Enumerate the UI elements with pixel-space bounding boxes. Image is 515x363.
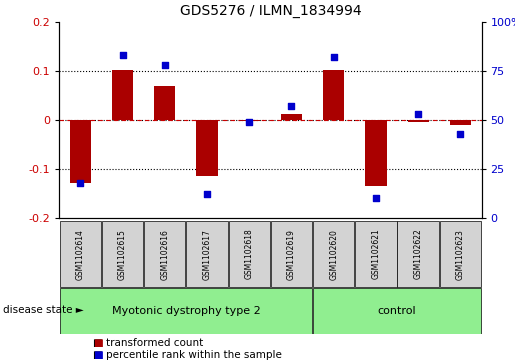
Bar: [355, 221, 397, 287]
Text: ■: ■: [93, 350, 102, 360]
Bar: [186, 221, 228, 287]
Text: GSM1102618: GSM1102618: [245, 229, 254, 280]
Point: [287, 103, 296, 109]
Point: [456, 131, 465, 136]
Bar: [271, 221, 312, 287]
Bar: [154, 86, 175, 120]
Bar: [440, 221, 481, 287]
Point: [330, 54, 338, 60]
Point: [372, 195, 380, 201]
Text: ■: ■: [93, 338, 102, 348]
Bar: [238, 120, 260, 121]
Point: [245, 119, 253, 125]
Text: disease state ►: disease state ►: [3, 305, 83, 315]
Bar: [144, 221, 185, 287]
Bar: [70, 120, 91, 184]
Point: [161, 62, 169, 68]
Text: GSM1102623: GSM1102623: [456, 229, 465, 280]
Bar: [196, 120, 217, 176]
Bar: [229, 221, 270, 287]
Bar: [323, 70, 344, 120]
Bar: [281, 114, 302, 120]
Text: GSM1102617: GSM1102617: [202, 229, 212, 280]
Bar: [407, 120, 428, 122]
Point: [414, 111, 422, 117]
Point: [76, 180, 84, 185]
Text: GSM1102615: GSM1102615: [118, 229, 127, 280]
Text: GSM1102622: GSM1102622: [414, 229, 423, 280]
Text: control: control: [377, 306, 416, 316]
Bar: [313, 221, 354, 287]
Text: ■ transformed count: ■ transformed count: [93, 338, 203, 348]
Text: ■ percentile rank within the sample: ■ percentile rank within the sample: [93, 350, 282, 360]
Text: Myotonic dystrophy type 2: Myotonic dystrophy type 2: [112, 306, 260, 316]
Bar: [450, 120, 471, 125]
Bar: [60, 221, 101, 287]
Bar: [112, 70, 133, 120]
Bar: [60, 288, 312, 334]
Bar: [365, 120, 386, 186]
Title: GDS5276 / ILMN_1834994: GDS5276 / ILMN_1834994: [180, 4, 361, 18]
Text: GSM1102621: GSM1102621: [371, 229, 381, 280]
Point: [118, 52, 127, 58]
Bar: [102, 221, 143, 287]
Bar: [313, 288, 481, 334]
Text: GSM1102616: GSM1102616: [160, 229, 169, 280]
Text: GSM1102614: GSM1102614: [76, 229, 85, 280]
Bar: [398, 221, 439, 287]
Point: [203, 191, 211, 197]
Text: GSM1102620: GSM1102620: [329, 229, 338, 280]
Text: GSM1102619: GSM1102619: [287, 229, 296, 280]
